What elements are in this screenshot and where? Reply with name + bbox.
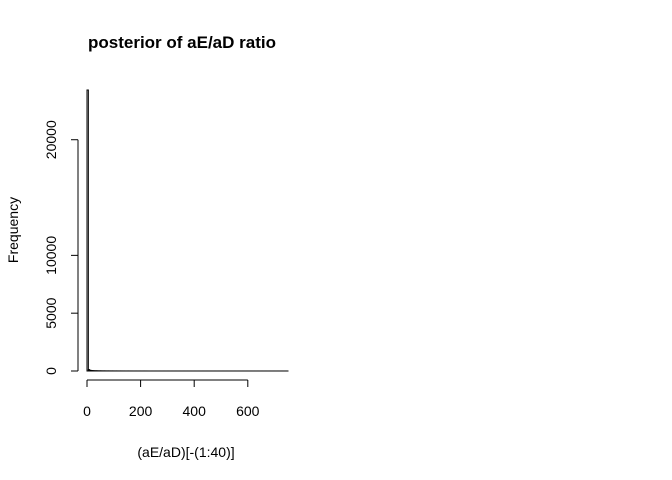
x-tick-label: 0 xyxy=(83,403,91,419)
x-tick-label: 200 xyxy=(129,403,153,419)
y-axis: 0 5000 10000 20000 xyxy=(43,120,79,375)
y-tick-label: 5000 xyxy=(43,297,59,328)
y-tick-label: 10000 xyxy=(43,236,59,275)
y-axis-label: Frequency xyxy=(5,197,21,263)
chart-title: posterior of aE/aD ratio xyxy=(88,33,276,52)
x-axis-label: (aE/aD)[-(1:40)] xyxy=(137,444,234,460)
y-tick-label: 20000 xyxy=(43,120,59,159)
histogram-bars xyxy=(86,89,289,372)
histogram-bar xyxy=(86,89,89,372)
y-tick-label: 0 xyxy=(43,367,59,375)
x-tick-label: 600 xyxy=(236,403,260,419)
x-axis: 0 200 400 600 xyxy=(83,379,260,419)
x-tick-label: 400 xyxy=(183,403,207,419)
